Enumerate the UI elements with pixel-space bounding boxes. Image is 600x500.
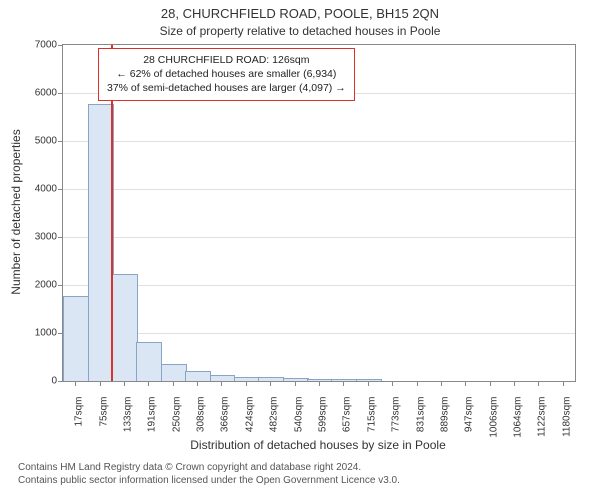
annotation-box: 28 CHURCHFIELD ROAD: 126sqm← 62% of deta… — [98, 48, 355, 101]
bar — [88, 104, 114, 381]
bar — [185, 371, 211, 381]
x-tick-mark — [173, 381, 174, 386]
y-tick-label: 6000 — [35, 88, 57, 99]
x-tick-mark — [75, 381, 76, 386]
x-tick-mark — [490, 381, 491, 386]
gridline — [63, 333, 575, 334]
x-axis-label: Distribution of detached houses by size … — [62, 438, 574, 452]
bar — [283, 378, 309, 381]
y-axis-label: Number of detached properties — [9, 129, 23, 294]
x-tick-label: 831sqm — [415, 397, 426, 433]
x-tick-label: 191sqm — [147, 397, 158, 433]
x-tick-label: 889sqm — [439, 397, 450, 433]
gridline — [63, 189, 575, 190]
bar — [112, 274, 138, 381]
y-tick-mark — [58, 141, 63, 142]
x-tick-label: 657sqm — [342, 397, 353, 433]
x-tick-label: 482sqm — [269, 397, 280, 433]
bar — [161, 364, 187, 381]
x-tick-label: 947sqm — [464, 397, 475, 433]
x-tick-label: 75sqm — [98, 397, 109, 427]
x-tick-mark — [295, 381, 296, 386]
footer-line: Contains HM Land Registry data © Crown c… — [18, 462, 400, 475]
y-tick-mark — [58, 45, 63, 46]
gridline — [63, 237, 575, 238]
chart-container: 28, CHURCHFIELD ROAD, POOLE, BH15 2QN Si… — [0, 0, 600, 500]
x-tick-label: 133sqm — [122, 397, 133, 433]
y-tick-label: 2000 — [35, 280, 57, 291]
y-tick-mark — [58, 93, 63, 94]
y-tick-label: 4000 — [35, 184, 57, 195]
annotation-line: 37% of semi-detached houses are larger (… — [107, 81, 346, 95]
x-tick-label: 250sqm — [171, 397, 182, 433]
x-tick-label: 1064sqm — [513, 397, 524, 438]
y-tick-label: 0 — [51, 376, 57, 387]
title-main: 28, CHURCHFIELD ROAD, POOLE, BH15 2QN — [0, 6, 600, 21]
footer-text: Contains HM Land Registry data © Crown c… — [18, 462, 400, 487]
bar — [356, 379, 382, 381]
x-tick-mark — [514, 381, 515, 386]
x-tick-label: 1006sqm — [488, 397, 499, 438]
x-tick-mark — [197, 381, 198, 386]
y-tick-label: 5000 — [35, 136, 57, 147]
x-tick-label: 308sqm — [196, 397, 207, 433]
x-tick-label: 17sqm — [74, 397, 85, 427]
gridline — [63, 141, 575, 142]
y-tick-label: 1000 — [35, 328, 57, 339]
y-tick-mark — [58, 237, 63, 238]
x-tick-label: 1180sqm — [561, 397, 572, 437]
x-tick-label: 773sqm — [391, 397, 402, 433]
bar — [234, 377, 260, 381]
x-tick-label: 366sqm — [220, 397, 231, 433]
x-tick-label: 1122sqm — [537, 397, 548, 437]
x-tick-mark — [392, 381, 393, 386]
y-tick-label: 7000 — [35, 40, 57, 51]
gridline — [63, 285, 575, 286]
x-tick-mark — [124, 381, 125, 386]
x-tick-mark — [148, 381, 149, 386]
y-tick-mark — [58, 381, 63, 382]
x-tick-mark — [270, 381, 271, 386]
x-tick-mark — [368, 381, 369, 386]
x-tick-mark — [417, 381, 418, 386]
x-tick-mark — [441, 381, 442, 386]
title-sub: Size of property relative to detached ho… — [0, 24, 600, 38]
x-tick-mark — [246, 381, 247, 386]
y-tick-mark — [58, 285, 63, 286]
annotation-line: ← 62% of detached houses are smaller (6,… — [107, 67, 346, 81]
x-tick-mark — [563, 381, 564, 386]
x-tick-mark — [343, 381, 344, 386]
y-tick-mark — [58, 189, 63, 190]
x-tick-label: 715sqm — [366, 397, 377, 433]
x-tick-mark — [538, 381, 539, 386]
x-tick-mark — [319, 381, 320, 386]
bar — [63, 296, 89, 381]
footer-line: Contains public sector information licen… — [18, 475, 400, 488]
x-tick-mark — [221, 381, 222, 386]
bar — [136, 342, 162, 381]
x-tick-mark — [100, 381, 101, 386]
x-tick-label: 599sqm — [318, 397, 329, 433]
x-tick-label: 540sqm — [293, 397, 304, 433]
annotation-line: 28 CHURCHFIELD ROAD: 126sqm — [107, 53, 346, 67]
x-tick-label: 424sqm — [244, 397, 255, 433]
y-tick-label: 3000 — [35, 232, 57, 243]
x-tick-mark — [465, 381, 466, 386]
